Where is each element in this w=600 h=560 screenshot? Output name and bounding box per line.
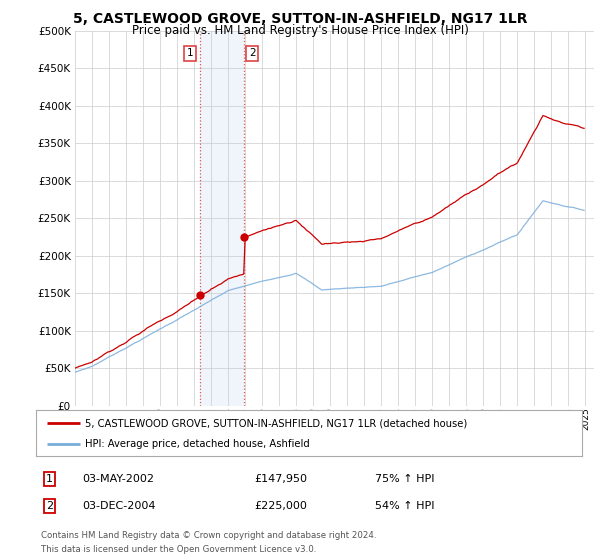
Text: 1: 1	[187, 48, 193, 58]
Text: 75% ↑ HPI: 75% ↑ HPI	[374, 474, 434, 484]
Text: £225,000: £225,000	[254, 501, 307, 511]
Text: 54% ↑ HPI: 54% ↑ HPI	[374, 501, 434, 511]
Text: 03-MAY-2002: 03-MAY-2002	[82, 474, 154, 484]
Text: This data is licensed under the Open Government Licence v3.0.: This data is licensed under the Open Gov…	[41, 545, 317, 554]
Bar	[200, 31, 244, 406]
Text: 5, CASTLEWOOD GROVE, SUTTON-IN-ASHFIELD, NG17 1LR (detached house): 5, CASTLEWOOD GROVE, SUTTON-IN-ASHFIELD,…	[85, 418, 467, 428]
Text: 1: 1	[46, 474, 53, 484]
Text: Contains HM Land Registry data © Crown copyright and database right 2024.: Contains HM Land Registry data © Crown c…	[41, 531, 377, 540]
Text: Price paid vs. HM Land Registry's House Price Index (HPI): Price paid vs. HM Land Registry's House …	[131, 24, 469, 36]
Text: £147,950: £147,950	[254, 474, 307, 484]
Text: HPI: Average price, detached house, Ashfield: HPI: Average price, detached house, Ashf…	[85, 440, 310, 450]
Text: 03-DEC-2004: 03-DEC-2004	[82, 501, 156, 511]
Text: 5, CASTLEWOOD GROVE, SUTTON-IN-ASHFIELD, NG17 1LR: 5, CASTLEWOOD GROVE, SUTTON-IN-ASHFIELD,…	[73, 12, 527, 26]
Text: 2: 2	[249, 48, 256, 58]
Text: 2: 2	[46, 501, 53, 511]
